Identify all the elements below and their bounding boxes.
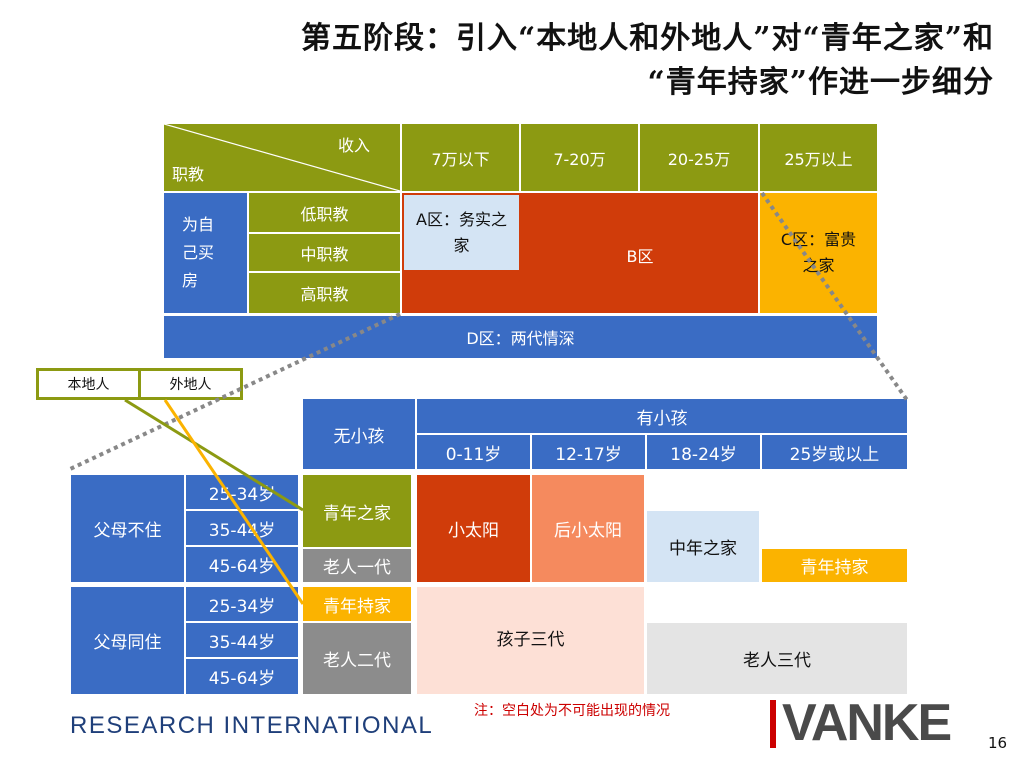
edu-row-mid: 中职教 [249, 234, 400, 271]
page-number: 16 [988, 734, 1008, 752]
toggle-outsider[interactable]: 外地人 [169, 377, 212, 393]
no-kids-header: 无小孩 [303, 399, 415, 469]
corner-header: 收入 职教 [164, 124, 400, 191]
corner-income-label: 收入 [337, 136, 370, 155]
age-row-5: 35-44岁 [186, 623, 298, 657]
elder-gen2-cell: 老人二代 [303, 623, 411, 694]
youth-keeper-cell: 青年持家 [303, 587, 411, 621]
income-col-3: 20-25万 [640, 124, 758, 191]
footnote: 注：空白处为不可能出现的情况 [474, 703, 670, 719]
kid-age-25-plus: 25岁或以上 [762, 435, 907, 469]
income-col-4: 25万以上 [760, 124, 877, 191]
has-kids-header: 有小孩 [417, 399, 907, 433]
parents-living-label: 父母同住 [71, 587, 184, 694]
kid-age-0-11: 0-11岁 [417, 435, 530, 469]
age-row-1: 25-34岁 [186, 475, 298, 509]
age-row-2: 35-44岁 [186, 511, 298, 545]
youth-keeper-right-cell: 青年持家 [762, 549, 907, 582]
research-international-logo: RESEARCH INTERNATIONAL [70, 712, 434, 739]
page-title-line1: 第五阶段：引入“本地人和外地人”对“青年之家”和 [300, 21, 994, 56]
zone-d-label: D区：两代情深 [164, 316, 877, 358]
row-group-own-house: 为自己买房 [164, 193, 247, 313]
three-gen-elder-cell: 老人三代 [647, 623, 907, 694]
three-gen-kids-cell: 孩子三代 [417, 587, 644, 694]
zone-b-label: B区 [626, 247, 654, 266]
corner-edu-label: 职教 [172, 165, 205, 184]
corner-diagonal [164, 124, 400, 191]
vanke-logo: VANKE [782, 694, 952, 752]
parents-not-living-label: 父母不住 [71, 475, 184, 582]
kid-age-12-17: 12-17岁 [532, 435, 645, 469]
edu-row-low: 低职教 [249, 193, 400, 232]
edu-row-high: 高职教 [249, 273, 400, 313]
page-title-line2: “青年持家”作进一步细分 [647, 65, 994, 100]
toggle-local[interactable]: 本地人 [39, 371, 141, 397]
zone-a-label: A区：务实之家 [404, 195, 519, 270]
income-col-2: 7-20万 [521, 124, 638, 191]
little-sun-cell: 小太阳 [417, 475, 530, 582]
age-row-6: 45-64岁 [186, 659, 298, 694]
local-outsider-toggle: 本地人 外地人 [36, 368, 243, 400]
vanke-logo-mark [770, 700, 776, 748]
middle-home-cell: 中年之家 [647, 511, 759, 582]
kid-age-18-24: 18-24岁 [647, 435, 760, 469]
youth-home-cell: 青年之家 [303, 475, 411, 547]
zone-c-label: C区：富贵之家 [760, 193, 877, 313]
age-row-3: 45-64岁 [186, 547, 298, 582]
income-col-1: 7万以下 [402, 124, 519, 191]
age-row-4: 25-34岁 [186, 587, 298, 621]
post-little-sun-cell: 后小太阳 [532, 475, 644, 582]
elder-gen1-cell: 老人一代 [303, 549, 411, 582]
